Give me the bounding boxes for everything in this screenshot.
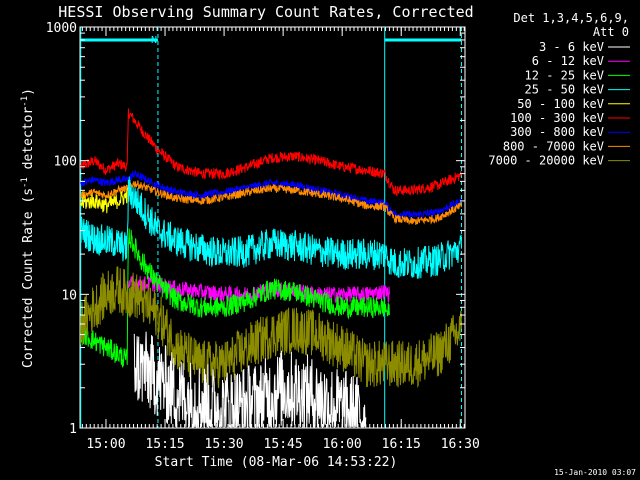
x-tick-labels: 15:00 15:15 15:30 15:45 16:00 16:15 16:30 bbox=[86, 437, 479, 452]
x-tick-label-2: 15:30 bbox=[205, 437, 244, 452]
x-tick-label-5: 16:15 bbox=[382, 437, 421, 452]
y-tick-labels: 1 10 100 1000 bbox=[46, 21, 77, 437]
x-tick-label-1: 15:15 bbox=[145, 437, 184, 452]
y-tick-label-2: 100 bbox=[54, 155, 77, 170]
y-tick-label-3: 1000 bbox=[46, 21, 77, 36]
x-axis: 15:00 15:15 15:30 15:45 16:00 16:15 16:30 Star… bbox=[86, 437, 479, 470]
series-line-300-800-kev bbox=[80, 170, 462, 221]
x-tick-label-0: 15:00 bbox=[86, 437, 125, 452]
y-tick-label-1: 10 bbox=[61, 288, 77, 303]
y-tick-label-0: 1 bbox=[69, 422, 77, 437]
legend-label-3-6-kev: 3 - 6 keV bbox=[539, 40, 604, 54]
x-tick-label-3: 15:45 bbox=[264, 437, 303, 452]
series-line-3-6-kev bbox=[133, 331, 367, 429]
date-stamp: 15-Jan-2010 03:07 bbox=[554, 468, 636, 477]
legend-header-line1: Det 1,3,4,5,6,9, bbox=[513, 11, 629, 25]
series-line-50-100-kev bbox=[80, 186, 129, 214]
legend-header-line2: Att 0 bbox=[593, 25, 629, 39]
series-line-100-300-kev bbox=[80, 108, 462, 197]
series-line-800-7000-kev bbox=[80, 180, 462, 225]
legend-label-7000-20000-kev: 7000 - 20000 keV bbox=[488, 154, 604, 168]
legend-label-300-800-kev: 300 - 800 keV bbox=[510, 125, 604, 139]
legend-label-6-12-kev: 6 - 12 keV bbox=[532, 54, 604, 68]
plot-frame bbox=[79, 26, 466, 429]
legend-label-12-25-kev: 12 - 25 keV bbox=[525, 68, 604, 82]
legend-label-800-7000-kev: 800 - 7000 keV bbox=[503, 139, 604, 153]
plot-area: N bbox=[79, 26, 466, 429]
series-line-12-25-kev bbox=[80, 228, 390, 368]
series-line-25-50-kev bbox=[80, 176, 462, 279]
x-axis-label: Start Time (08-Mar-06 14:53:22) bbox=[155, 455, 398, 470]
series-line-7000-20000-kev bbox=[80, 266, 462, 389]
x-tick-label-6: 16:30 bbox=[441, 437, 480, 452]
axis-ticks bbox=[80, 26, 465, 429]
legend-label-50-100-kev: 50 - 100 keV bbox=[517, 97, 604, 111]
legend-label-100-300-kev: 100 - 300 keV bbox=[510, 111, 604, 125]
y-axis-label: Corrected Count Rate (s-1 detector-1) bbox=[20, 88, 36, 368]
night-marker: N bbox=[151, 35, 157, 46]
x-tick-label-4: 16:00 bbox=[323, 437, 362, 452]
series-layer bbox=[80, 108, 462, 429]
legend-label-25-50-kev: 25 - 50 keV bbox=[525, 83, 604, 97]
y-axis: Corrected Count Rate (s-1 detector-1) 11… bbox=[20, 21, 77, 437]
chart-title: HESSI Observing Summary Count Rates, Cor… bbox=[58, 3, 473, 21]
